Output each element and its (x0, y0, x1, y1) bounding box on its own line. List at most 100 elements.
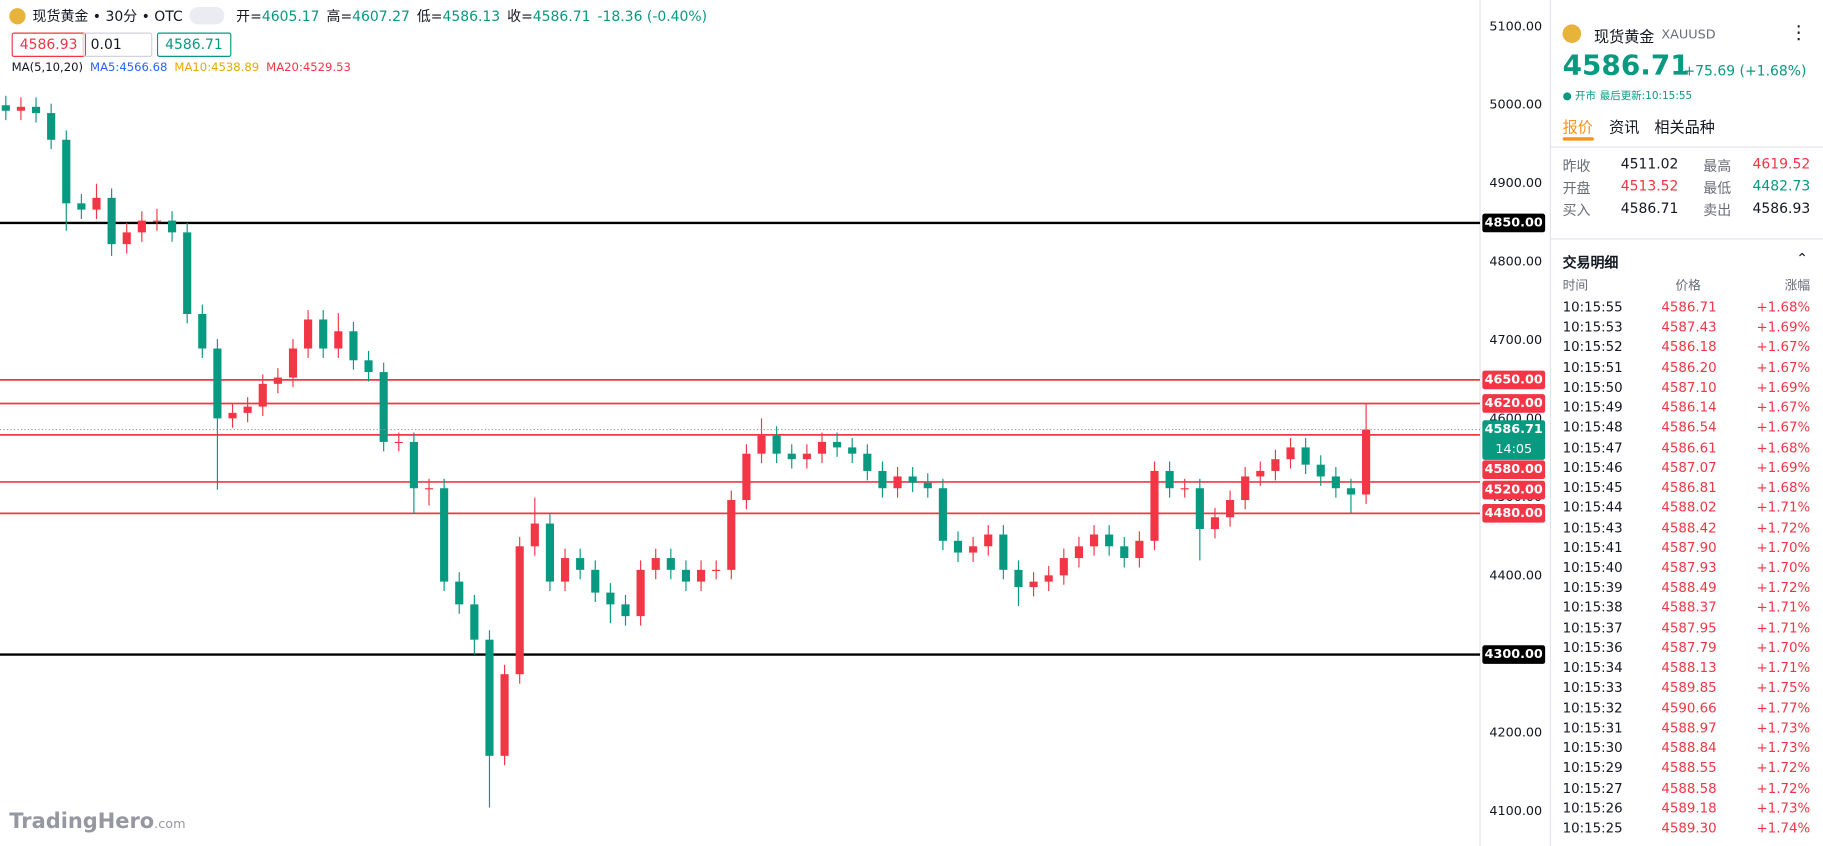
buy-box[interactable]: 4586.71 (156, 32, 231, 57)
candle-body (1346, 488, 1356, 495)
trade-time: 10:15:26 (1562, 799, 1623, 816)
candle-body (198, 313, 207, 349)
spread-box[interactable]: 0.01 (82, 32, 153, 57)
trade-time: 10:15:27 (1562, 779, 1623, 796)
ma5-label: MA5:4566.68 (90, 61, 168, 75)
ohlc-label: 开= (236, 8, 262, 25)
candle-body (545, 523, 554, 582)
candle-body (409, 441, 418, 489)
ma-legend: MA(5,10,20) MA5:4566.68 MA10:4538.89 MA2… (12, 62, 351, 75)
toggle[interactable] (189, 6, 225, 25)
trades-title: 交易明细 (1562, 254, 1619, 271)
sell-box[interactable]: 4586.93 (11, 32, 86, 57)
candle-body (1120, 546, 1129, 559)
countdown: 14:05 (1495, 442, 1532, 457)
ma10-label: MA10:4538.89 (174, 61, 260, 75)
y-tick-label: 5100.00 (1489, 19, 1542, 34)
candle-body (621, 604, 630, 617)
trade-change: +1.77% (1756, 699, 1811, 716)
candle-body (485, 639, 494, 756)
trade-time: 10:15:47 (1562, 439, 1623, 456)
candle-body (727, 499, 736, 570)
candle-body (334, 331, 343, 349)
candle-body (923, 482, 932, 489)
candle-body (787, 453, 796, 460)
trade-time: 10:15:30 (1562, 739, 1623, 756)
ohlc: 开=4605.17 高=4607.27 低=4586.13 收=4586.71 (236, 6, 590, 26)
trade-change: +1.69% (1756, 459, 1811, 476)
candle-body (470, 604, 479, 640)
y-tick-label: 4700.00 (1489, 333, 1542, 348)
trade-change: +1.68% (1756, 479, 1811, 496)
stat-label: 最高 (1703, 158, 1732, 175)
trade-price: 4588.42 (1661, 519, 1717, 536)
tab[interactable]: 报价 (1562, 119, 1593, 138)
candle-body (455, 581, 464, 605)
y-tick-label: 5000.00 (1489, 98, 1542, 113)
candle-body (349, 331, 358, 361)
divider (1550, 238, 1823, 240)
trade-price: 4587.10 (1661, 378, 1717, 396)
level-label-box (1482, 394, 1546, 413)
symbol[interactable]: 现货黄金 • 30分 • OTC (32, 8, 183, 25)
market-status: ● 开市 (1562, 90, 1596, 103)
trade-price: 4587.79 (1661, 639, 1717, 656)
panel-code: XAUUSD (1661, 26, 1716, 42)
candle-body (213, 348, 222, 419)
candle-body (1225, 499, 1235, 518)
ohlc-item: 低=4586.13 (417, 6, 500, 26)
col-header: 时间 (1562, 277, 1589, 293)
candle-body (137, 220, 146, 233)
candle-body (1195, 488, 1204, 530)
ohlc-item: 开=4605.17 (236, 6, 319, 26)
candle-body (440, 488, 449, 582)
panel-price: 4586.71 (1562, 48, 1690, 82)
candle-body (288, 348, 298, 378)
stat-label: 最低 (1703, 180, 1732, 197)
trade-time: 10:15:31 (1562, 719, 1623, 736)
stat-label: 卖出 (1703, 202, 1732, 219)
trade-time: 10:15:48 (1562, 418, 1623, 436)
tab[interactable]: 相关品种 (1654, 119, 1715, 138)
ohlc-label: 高= (326, 8, 353, 25)
candle-body (258, 383, 267, 407)
ma20-label: MA20:4529.53 (266, 61, 351, 75)
trade-price: 4588.84 (1661, 739, 1717, 756)
trade-time: 10:15:37 (1562, 619, 1623, 636)
watermark-brand: TradingHero (9, 809, 155, 834)
trade-price: 4589.18 (1661, 799, 1717, 816)
candle-body (893, 476, 902, 489)
menu-button[interactable]: ⋮ (1789, 20, 1808, 44)
stat-value: 4511.02 (1620, 155, 1679, 173)
trade-price: 4588.58 (1661, 779, 1717, 796)
candle-body (394, 441, 403, 444)
trade-change: +1.72% (1756, 779, 1811, 796)
trade-change: +1.67% (1756, 358, 1811, 376)
candle-body (742, 453, 751, 500)
trade-time: 10:15:45 (1562, 479, 1623, 496)
candle-body (712, 569, 721, 571)
candle-body (1362, 429, 1371, 495)
y-tick-label: 4400.00 (1489, 569, 1542, 584)
trade-price: 4590.66 (1661, 699, 1717, 716)
last-updated: 最后更新:10:15:55 (1599, 90, 1693, 103)
candle-body (636, 569, 645, 617)
last-price-box (1482, 420, 1546, 460)
level-label: 4620.00 (1485, 396, 1543, 411)
trade-time: 10:15:53 (1562, 318, 1623, 336)
candle-body (576, 558, 585, 570)
candle-body (969, 546, 978, 553)
trade-price: 4587.90 (1661, 539, 1717, 556)
trade-time: 10:15:34 (1562, 659, 1623, 676)
ohlc-value: 4607.27 (352, 8, 410, 25)
candle-body (107, 197, 116, 245)
trade-change: +1.69% (1756, 378, 1811, 396)
candle-body (16, 106, 25, 111)
trade-change: +1.67% (1756, 418, 1811, 436)
candle-body (92, 197, 101, 210)
trade-time: 10:15:39 (1562, 579, 1623, 596)
candle-body (1165, 470, 1174, 489)
tab[interactable]: 资讯 (1609, 119, 1640, 138)
collapse-button[interactable]: ⌃ (1796, 249, 1808, 267)
